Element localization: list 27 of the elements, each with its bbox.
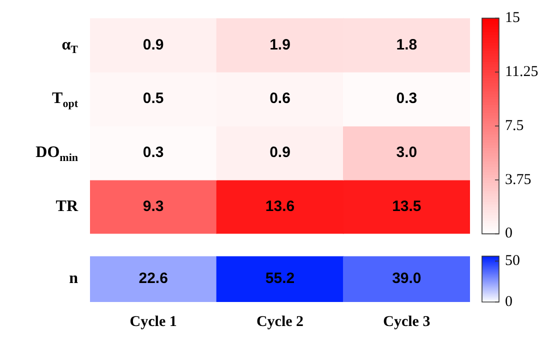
color-bar-label: 50 [505, 253, 520, 270]
data-label: 55.2 [265, 270, 295, 288]
data-label: 1.9 [270, 36, 290, 54]
color-bar-label: 3.75 [505, 172, 532, 188]
data-label: 1.8 [396, 36, 418, 54]
x-tick-label: Cycle 3 [383, 314, 430, 330]
data-label: 0.3 [142, 144, 164, 162]
color-bar-label: 7.5 [505, 118, 524, 134]
data-label: 39.0 [392, 270, 422, 288]
data-label: 9.3 [142, 198, 164, 215]
color-bar-label: 0 [505, 226, 512, 242]
data-label: 0.6 [270, 90, 290, 108]
data-label: 13.6 [265, 198, 295, 215]
data-label: 3.0 [396, 144, 418, 162]
data-label: 22.6 [138, 270, 168, 288]
data-label: 0.9 [142, 36, 164, 54]
x-tick-label: Cycle 1 [130, 314, 177, 330]
data-label: 0.9 [270, 144, 290, 162]
y-tick-label: n [69, 270, 78, 288]
x-tick-label: Cycle 2 [256, 314, 304, 330]
data-label: 0.3 [396, 90, 418, 108]
color-bar-label: 0 [505, 294, 512, 310]
data-label: 0.5 [142, 90, 164, 108]
color-bar-label: 15 [505, 10, 520, 26]
color-bar-label: 11.25 [505, 64, 538, 80]
y-tick-label: TR [56, 198, 78, 215]
data-label: 13.5 [392, 198, 422, 215]
